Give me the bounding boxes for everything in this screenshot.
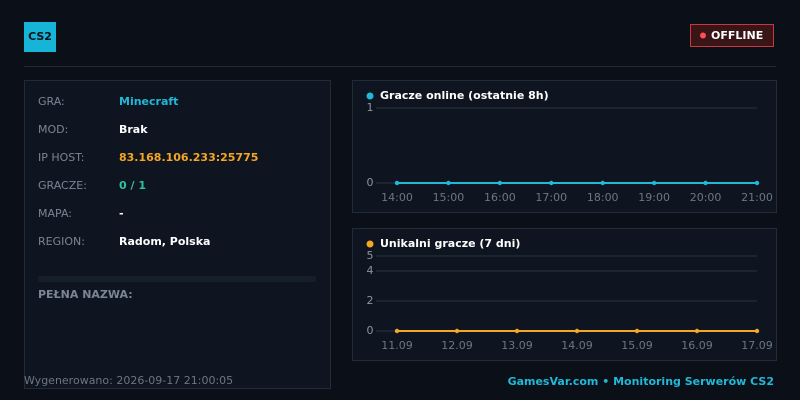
x-tick-label: 14:00 <box>381 191 413 204</box>
info-label: MAPA: <box>38 207 72 220</box>
badge-box <box>24 22 56 52</box>
point <box>514 328 520 334</box>
point <box>394 180 400 186</box>
point <box>600 180 605 186</box>
chart-title: Gracze online (ostatnie 8h) <box>380 89 549 102</box>
point <box>694 328 700 334</box>
full-name-label: PEŁNA NAZWA: <box>38 288 133 301</box>
status-box <box>690 24 774 47</box>
status-dot <box>700 32 706 39</box>
info-value: - <box>119 207 124 220</box>
chart-title: Unikalni gracze (7 dni) <box>380 237 520 250</box>
point <box>703 180 708 186</box>
info-label: GRACZE: <box>38 179 87 192</box>
footer-generated: Wygenerowano: 2026-09-17 21:00:05 <box>24 374 233 387</box>
x-tick-label: 12.09 <box>441 339 473 352</box>
y-tick-label: 0 <box>367 324 374 337</box>
footer-brand: GamesVar.com • Monitoring Serwerów CS2 <box>508 375 774 388</box>
status: OFFLINE <box>711 29 763 42</box>
point <box>497 180 503 186</box>
x-tick-label: 15.09 <box>621 339 653 352</box>
point <box>651 180 657 186</box>
point <box>634 328 640 334</box>
point <box>394 328 400 334</box>
y-tick-label: 2 <box>367 294 374 307</box>
info-value: Radom, Polska <box>119 235 210 248</box>
info-value: Brak <box>119 123 148 136</box>
point <box>454 328 460 334</box>
x-tick-label: 19:00 <box>638 191 670 204</box>
y-tick-label: 1 <box>367 101 374 114</box>
legend-dot <box>366 240 374 248</box>
x-tick-label: 17:00 <box>535 191 567 204</box>
info-panel <box>24 80 331 389</box>
point <box>754 180 760 186</box>
x-tick-label: 16.09 <box>681 339 713 352</box>
x-tick-label: 20:00 <box>690 191 722 204</box>
x-tick-label: 14.09 <box>561 339 593 352</box>
point <box>754 328 760 334</box>
y-tick-label: 4 <box>367 264 374 277</box>
info-value: 83.168.106.233:25775 <box>119 151 258 164</box>
x-tick-label: 13.09 <box>501 339 533 352</box>
point <box>549 180 554 186</box>
y-tick-label: 0 <box>367 176 374 189</box>
info-label: GRA: <box>38 95 65 108</box>
x-tick-label: 18:00 <box>587 191 619 204</box>
info-value: 0 / 1 <box>119 179 146 192</box>
chart-panel <box>352 80 777 213</box>
info-bar <box>38 276 316 282</box>
x-tick-label: 11.09 <box>381 339 413 352</box>
info-label: REGION: <box>38 235 85 248</box>
chart-panel <box>352 228 777 361</box>
x-tick-label: 21:00 <box>741 191 773 204</box>
badge: CS2 <box>28 30 52 43</box>
info-label: MOD: <box>38 123 68 136</box>
x-tick-label: 16:00 <box>484 191 516 204</box>
legend-dot <box>366 92 374 100</box>
info-label: IP HOST: <box>38 151 85 164</box>
point <box>446 180 451 186</box>
y-tick-label: 5 <box>367 249 374 262</box>
x-tick-label: 17.09 <box>741 339 773 352</box>
x-tick-label: 15:00 <box>433 191 465 204</box>
point <box>574 328 580 334</box>
info-value: Minecraft <box>119 95 178 108</box>
